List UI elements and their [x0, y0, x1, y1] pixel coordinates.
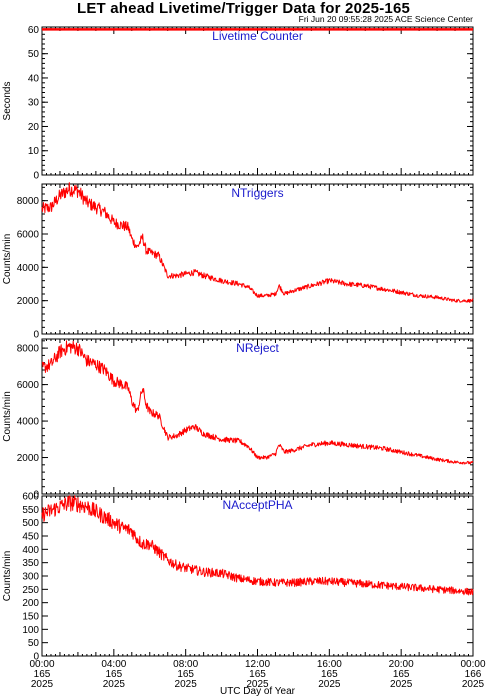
x-tick-year-label: 2025 — [390, 679, 413, 690]
y-tick-label: 400 — [22, 545, 39, 556]
x-tick-year-label: 2025 — [31, 679, 54, 690]
y-tick-label: 350 — [22, 558, 39, 569]
y-tick-label: 550 — [22, 505, 39, 516]
y-tick-label: 2000 — [17, 453, 40, 464]
y-tick-label: 4000 — [17, 263, 40, 274]
series-line — [41, 340, 474, 465]
y-tick-label: 300 — [22, 572, 39, 583]
y-tick-label: 0 — [33, 490, 39, 501]
generation-timestamp: Fri Jun 20 09:55:28 2025 ACE Science Cen… — [298, 14, 473, 24]
panel-title: NReject — [236, 341, 279, 355]
y-tick-label: 6000 — [17, 230, 40, 241]
y-tick-label: 500 — [22, 518, 39, 529]
x-tick-year-label: 2025 — [318, 679, 341, 690]
y-tick-label: 40 — [28, 73, 40, 84]
x-tick-day-label: 166 — [465, 669, 482, 680]
y-tick-label: 60 — [28, 25, 40, 36]
x-tick-year-label: 2025 — [175, 679, 198, 690]
x-tick-day-label: 165 — [321, 669, 338, 680]
y-tick-label: 2000 — [17, 296, 40, 307]
y-tick-label: 6000 — [17, 380, 40, 391]
chart-title: LET ahead Livetime/Trigger Data for 2025… — [76, 0, 411, 17]
x-tick-time-label: 08:00 — [173, 659, 198, 670]
x-tick-year-label: 2025 — [103, 679, 126, 690]
y-tick-label: 600 — [22, 492, 39, 503]
x-tick-time-label: 00:00 — [460, 659, 485, 670]
y-tick-label: 8000 — [17, 344, 40, 355]
y-tick-label: 50 — [28, 638, 40, 649]
x-axis-label: UTC Day of Year — [220, 686, 296, 697]
x-tick-day-label: 165 — [177, 669, 194, 680]
y-axis-label: Counts/min — [2, 551, 13, 602]
y-tick-label: 8000 — [17, 196, 40, 207]
panel-frame — [41, 338, 474, 495]
y-axis-label: Counts/min — [2, 391, 13, 442]
y-tick-label: 0 — [33, 171, 39, 182]
x-tick-time-label: 12:00 — [245, 659, 270, 670]
x-tick-time-label: 04:00 — [101, 659, 126, 670]
y-tick-label: 4000 — [17, 417, 40, 428]
x-tick-time-label: 00:00 — [29, 659, 54, 670]
y-tick-label: 10 — [28, 146, 40, 157]
panel-title: Livetime Counter — [212, 29, 303, 43]
x-tick-year-label: 2025 — [462, 679, 485, 690]
x-tick-day-label: 165 — [34, 669, 51, 680]
y-axis-label: Seconds — [2, 82, 13, 121]
y-tick-label: 250 — [22, 585, 39, 596]
y-tick-label: 20 — [28, 122, 40, 133]
y-tick-label: 150 — [22, 612, 39, 623]
y-tick-label: 450 — [22, 532, 39, 543]
panel-title: NTriggers — [231, 186, 283, 200]
y-tick-label: 30 — [28, 98, 40, 109]
y-tick-label: 200 — [22, 598, 39, 609]
y-tick-label: 0 — [33, 330, 39, 341]
y-tick-label: 50 — [28, 49, 40, 60]
x-tick-day-label: 165 — [393, 669, 410, 680]
panel-frame — [41, 183, 474, 335]
x-tick-time-label: 20:00 — [389, 659, 414, 670]
x-tick-time-label: 16:00 — [317, 659, 342, 670]
y-tick-label: 0 — [33, 652, 39, 663]
series-line — [41, 182, 474, 303]
series-line — [41, 495, 474, 596]
panel-title: NAcceptPHA — [222, 498, 292, 512]
x-tick-day-label: 165 — [249, 669, 266, 680]
y-axis-label: Counts/min — [2, 234, 13, 285]
panel-frame — [41, 26, 474, 176]
y-tick-label: 100 — [22, 625, 39, 636]
x-tick-day-label: 165 — [105, 669, 122, 680]
x-tick-year-label: 2025 — [246, 679, 269, 690]
